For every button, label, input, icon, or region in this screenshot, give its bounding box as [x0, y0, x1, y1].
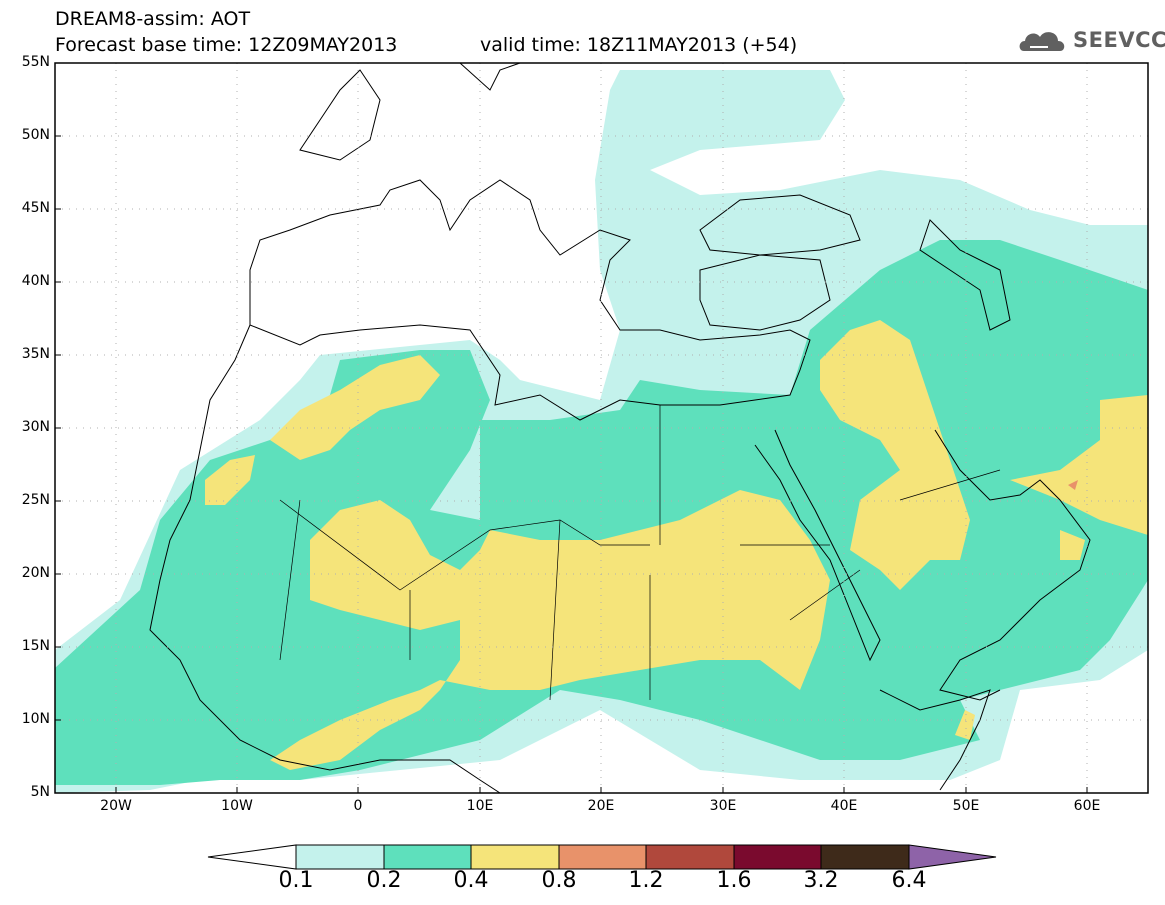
aot-band-0.4-westsahara — [205, 455, 255, 505]
lat-label: 45N — [21, 200, 50, 216]
lon-label: 10W — [221, 798, 253, 814]
colorbar-swatch-3.2 — [820, 844, 910, 870]
valid-time: valid time: 18Z11MAY2013 (+54) — [480, 34, 798, 56]
forecast-base-time: Forecast base time: 12Z09MAY2013 — [55, 34, 398, 56]
lat-label: 50N — [21, 127, 50, 143]
lon-label: 20W — [100, 798, 132, 814]
aot-band-0.8-spot — [1068, 480, 1078, 490]
coastline-britain — [299, 69, 381, 161]
aot-band-0.4-arabia — [820, 320, 970, 590]
colorbar-swatch-0.1 — [295, 844, 385, 870]
aot-band-0.4-oman — [1060, 530, 1085, 560]
lon-label: 30E — [709, 798, 737, 814]
colorbar-swatch-0.4 — [470, 844, 560, 870]
lat-label: 35N — [21, 346, 50, 362]
aot-field — [55, 70, 1148, 793]
lat-label: 25N — [21, 492, 50, 508]
aot-band-0.4-somalia — [955, 710, 975, 740]
chart-title: DREAM8-assim: AOT — [55, 8, 251, 30]
coastline-redsea — [754, 429, 881, 662]
aot-band-0.4-morocco — [270, 355, 440, 460]
coastline-caspian — [919, 219, 1011, 331]
lat-label: 30N — [21, 419, 50, 435]
cloud-logo-icon — [1019, 32, 1065, 51]
lon-label: 20E — [587, 798, 615, 814]
colorbar-tick-label: 6.4 — [891, 868, 927, 893]
coastline-turkey — [699, 254, 831, 331]
lat-label: 55N — [21, 54, 50, 70]
lat-label: 5N — [30, 784, 50, 800]
aot-band-0.4-sahara — [270, 490, 830, 770]
colorbar-tick-label: 0.4 — [453, 868, 489, 893]
coastline-europe — [249, 179, 811, 421]
colorbar-lower-arrow — [207, 844, 297, 870]
colorbar-tick-label: 0.2 — [366, 868, 402, 893]
colorbar-tick-label: 3.2 — [803, 868, 839, 893]
colorbar-tick-label: 0.1 — [278, 868, 314, 893]
lon-label: 0 — [353, 798, 363, 814]
logo-text: SEEVCCC — [1073, 28, 1165, 52]
lon-label: 60E — [1073, 798, 1101, 814]
colorbar-swatch-0.8 — [558, 844, 647, 870]
coastline-westafrica — [149, 324, 501, 793]
colorbar-tick-label: 1.6 — [716, 868, 752, 893]
axis-ticks — [55, 62, 1088, 794]
colorbar-tick-label: 1.2 — [628, 868, 664, 893]
aot-band-0.4-iran — [1010, 395, 1148, 535]
lon-label: 10E — [466, 798, 494, 814]
colorbar-swatch-1.6 — [733, 844, 822, 870]
colorbar-swatch-1.2 — [645, 844, 735, 870]
lat-label: 20N — [21, 565, 50, 581]
colorbar-swatch-0.2 — [383, 844, 472, 870]
coastline-eastafrica — [879, 689, 991, 791]
colorbar-tick-label: 0.8 — [541, 868, 577, 893]
lon-label: 40E — [830, 798, 858, 814]
grid — [55, 63, 1148, 793]
coastlines — [149, 63, 1091, 793]
coastline-blacksea — [699, 194, 861, 256]
coastline-scandinavia — [459, 63, 521, 91]
border-sahara — [279, 405, 1001, 701]
lat-label: 40N — [21, 273, 50, 289]
coastline-gulf — [934, 429, 1091, 701]
colorbar-upper-arrow — [908, 844, 997, 870]
lon-label: 50E — [952, 798, 980, 814]
lat-label: 10N — [21, 711, 50, 727]
lat-label: 15N — [21, 638, 50, 654]
